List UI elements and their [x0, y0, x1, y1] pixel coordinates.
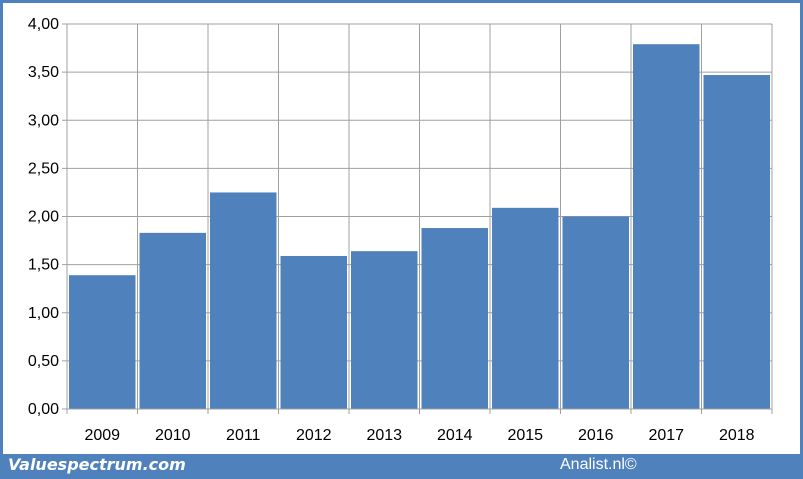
y-tick-label: 1,00: [28, 305, 59, 322]
x-tick-label: 2009: [84, 427, 120, 444]
bar-2012: [280, 255, 347, 409]
x-tick-label: 2012: [296, 427, 332, 444]
bar-2011: [210, 192, 277, 409]
y-tick-label: 0,50: [28, 353, 59, 370]
y-tick-label: 4,00: [28, 16, 59, 33]
bar-chart: 0,00 0,50 1,00 1,50 2,00 2,50 3,00 3,50 4,00 2009…: [28, 16, 773, 444]
x-tick-label: 2018: [719, 427, 755, 444]
y-tick-label: 2,50: [28, 160, 59, 177]
x-tick-label: 2011: [226, 427, 261, 444]
footer-brand-left: Valuespectrum.com: [8, 455, 186, 474]
x-tick-label: 2017: [648, 427, 684, 444]
y-tick-label: 1,50: [28, 257, 59, 274]
chart-panel: 0,00 0,50 1,00 1,50 2,00 2,50 3,00 3,50 4,00 2009…: [3, 3, 800, 454]
y-tick-label: 0,00: [28, 401, 59, 418]
bar-2018: [703, 75, 770, 409]
y-tick-label: 2,00: [28, 209, 59, 226]
x-tick-label: 2010: [155, 427, 191, 444]
x-tick-label: 2016: [578, 427, 614, 444]
x-tick-label: 2013: [366, 427, 402, 444]
x-tick-label: 2014: [437, 427, 473, 444]
bar-2010: [139, 232, 206, 409]
bar-2013: [351, 251, 418, 409]
bar-2017: [633, 44, 700, 410]
y-tick-label: 3,00: [28, 112, 59, 129]
y-tick-label: 3,50: [28, 64, 59, 81]
bar-2009: [69, 275, 136, 409]
bar-2014: [421, 228, 488, 409]
bar-2016: [562, 216, 629, 409]
bar-2015: [492, 207, 559, 409]
x-tick-label: 2015: [507, 427, 543, 444]
footer-brand-right: Analist.nl©: [560, 456, 637, 473]
